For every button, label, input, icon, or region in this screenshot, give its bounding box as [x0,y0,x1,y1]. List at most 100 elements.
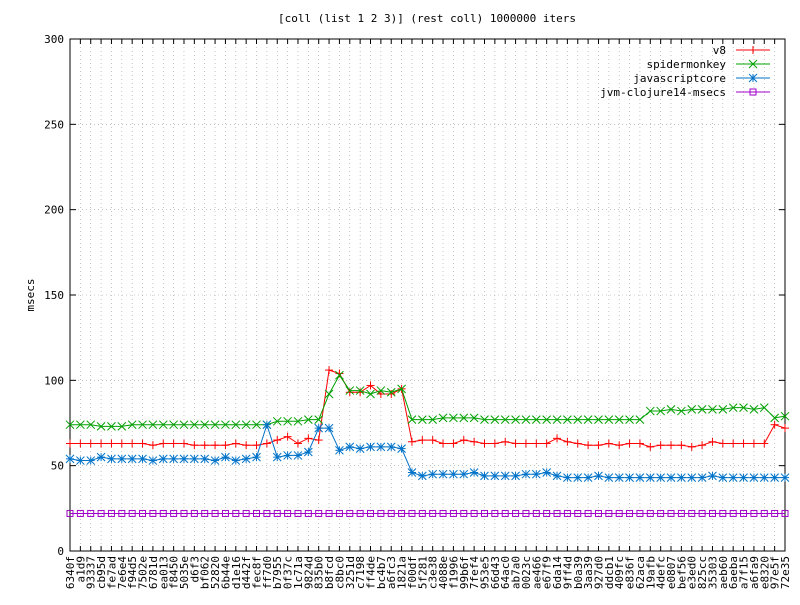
x-marker-b [231,420,241,430]
x-marker-b [563,415,572,424]
x-tick-label: ea013 [157,556,170,589]
data-point [594,471,603,481]
data-point [398,509,406,517]
x-tick-label: 835b0 [313,556,326,589]
data-point [760,439,769,448]
data-point [666,404,676,414]
x-tick-label: 9824d [302,556,315,589]
x-tick-label: f1996 [447,556,460,589]
x-marker-b [594,415,603,424]
data-point [65,420,75,430]
data-point [728,403,738,412]
x-marker-b [583,415,593,424]
x-marker-b [531,415,541,424]
star-marker-b [324,423,334,433]
x-tick-label: ab7a0 [510,556,523,589]
y-tick-label: 300 [44,33,64,46]
data-point [635,473,645,482]
data-point [76,420,85,430]
data-point [335,370,344,380]
x-tick-label: 7fef4 [468,556,481,589]
data-point [117,422,127,431]
square-marker [66,509,74,517]
square-marker [677,509,685,517]
data-point [314,423,324,433]
data-point [749,404,759,414]
square-marker [781,509,789,517]
data-point [66,509,74,517]
x-marker-b [107,422,116,431]
data-point [335,369,344,378]
x-tick-label: 3251d [344,556,357,589]
x-marker-b [210,420,220,430]
data-point [594,415,603,424]
x-tick-label: ae466 [530,556,543,589]
data-point [521,439,530,448]
data-point [355,386,365,395]
x-marker-b [428,415,438,424]
data-point [749,88,757,96]
square-marker [646,509,654,517]
data-point [96,452,106,462]
x-marker-b [303,415,313,424]
data-point [211,509,219,517]
data-point [346,509,354,517]
star-marker-b [728,473,738,482]
data-point [179,420,189,430]
x-tick-label: 93337 [85,556,98,589]
star-marker-b [231,456,241,465]
data-point [76,509,84,517]
x-marker-b [449,413,458,423]
data-point [697,404,707,414]
square-marker [398,509,406,517]
data-point [293,416,303,426]
square-marker [170,509,178,517]
data-point [552,471,562,481]
square-marker [698,509,706,517]
star-marker-b [583,473,593,482]
x-marker-b [241,420,251,430]
data-point [189,454,199,464]
star-marker-b [86,456,96,465]
star-marker-b [293,451,303,460]
star-marker-b [645,473,655,482]
series-javascriptcore [65,420,790,482]
x-tick-label: 97e5f [769,556,782,589]
data-point [417,415,427,424]
x-tick-label: a7f15 [738,556,751,589]
star-marker-b [428,469,438,479]
data-point [708,509,716,517]
x-tick-label: ff7d0 [261,556,274,589]
x-tick-label: e8320 [758,556,771,589]
data-point [646,509,654,517]
x-marker-b [552,415,562,424]
data-point [314,436,323,445]
x-tick-label: 6340f [64,556,77,589]
data-point [367,509,375,517]
data-point [428,436,437,445]
star-marker-b [511,471,520,481]
data-point [687,442,696,451]
data-point [552,415,562,424]
data-point [127,454,137,464]
data-point [615,441,624,450]
data-point [324,423,334,433]
data-point [376,389,385,398]
series-line [70,369,786,448]
y-tick-label: 200 [44,204,64,217]
data-point [625,415,634,424]
data-point [574,509,582,517]
data-point [500,471,510,481]
data-point [158,420,168,430]
data-point [439,439,448,448]
data-point [512,509,520,517]
data-point [759,403,769,412]
square-marker [87,509,95,517]
star-marker-b [221,452,230,462]
data-point [221,441,230,450]
data-point [718,473,728,482]
data-point [708,437,717,446]
data-point [748,73,758,83]
data-point [253,509,261,517]
data-point [543,509,551,517]
